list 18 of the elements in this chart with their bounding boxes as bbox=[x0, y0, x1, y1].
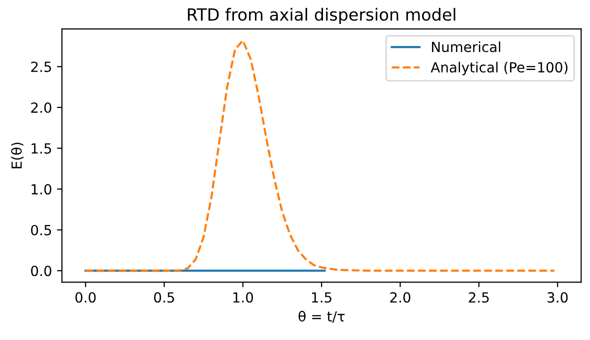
x-axis-title: θ = t/τ bbox=[298, 310, 345, 323]
y-axis-title: E(θ) bbox=[11, 142, 24, 168]
y-tick-label: 2.5 bbox=[31, 62, 52, 72]
x-tick-label: 2.5 bbox=[468, 292, 489, 303]
y-tick-label: 0.0 bbox=[31, 266, 52, 276]
y-tick-label: 1.5 bbox=[32, 143, 52, 154]
x-tick-label: 0.5 bbox=[154, 292, 174, 303]
x-tick-label: 1.5 bbox=[312, 292, 332, 303]
y-tick-label: 2.0 bbox=[31, 102, 52, 113]
x-tick-label: 0.0 bbox=[75, 292, 96, 303]
x-tick-label: 3.0 bbox=[548, 292, 568, 303]
legend-label: Analytical (Pe=100) bbox=[430, 62, 568, 76]
chart-title: RTD from axial dispersion model bbox=[188, 8, 456, 24]
legend-label: Numerical bbox=[432, 41, 500, 52]
y-tick-label: 1.0 bbox=[32, 184, 52, 195]
x-tick-label: 2.0 bbox=[390, 292, 410, 303]
y-tick-label: 0.5 bbox=[31, 224, 52, 236]
x-tick-label: 1.0 bbox=[233, 292, 254, 303]
